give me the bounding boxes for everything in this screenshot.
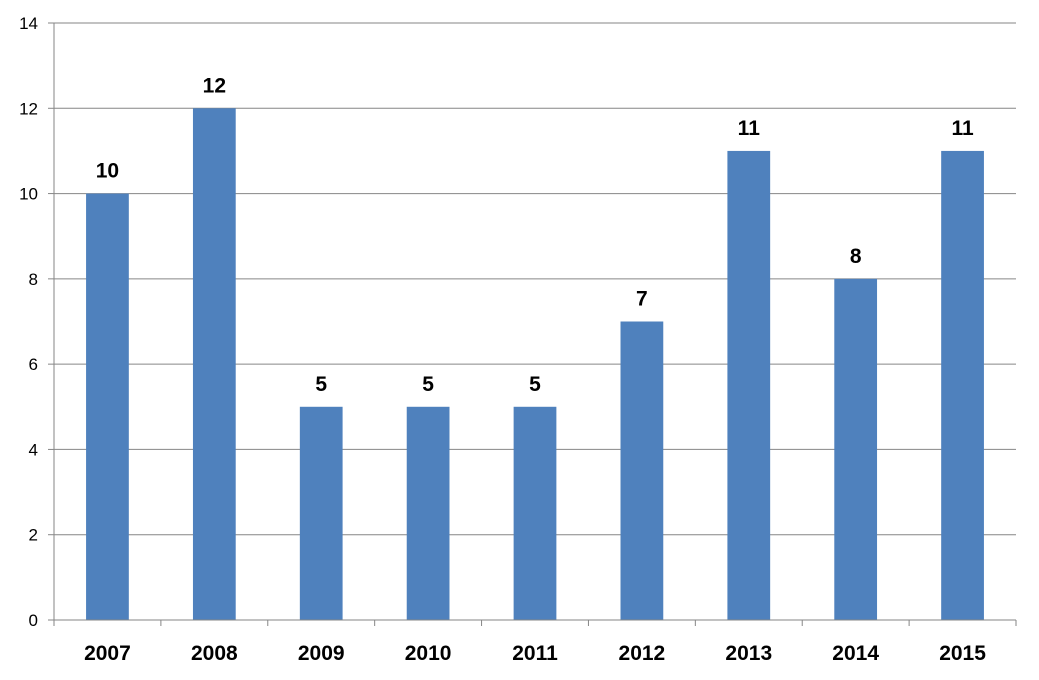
data-labels: 10 12 5 5 5 7 11 8 11 [96,74,974,396]
y-tick-label: 0 [29,611,38,630]
bar-2009 [299,406,343,620]
y-tick-label: 10 [19,185,38,204]
bar-2010 [406,406,450,620]
data-label: 10 [96,160,119,183]
x-tick-label: 2011 [512,642,558,665]
data-label: 5 [315,373,327,396]
data-label: 12 [203,74,226,97]
axes [48,23,1016,621]
y-tick-label: 6 [29,355,38,374]
bar-2014 [834,278,878,620]
data-label: 5 [529,373,541,396]
bar-2015 [941,150,984,620]
x-tick-label: 2008 [191,642,238,665]
bar-2007 [86,193,129,621]
y-tick-label: 8 [29,270,38,289]
bar-2008 [192,108,236,621]
y-tick-label: 2 [29,526,38,545]
data-label: 11 [738,117,761,140]
y-axis-ticks: 0 2 4 6 8 10 12 14 [19,14,54,630]
data-label: 11 [951,117,974,140]
bar-2011 [513,406,557,620]
y-tick-label: 14 [19,14,38,33]
data-label: 7 [636,288,648,311]
y-tick-label: 12 [19,99,38,118]
bar-2013 [727,150,771,620]
x-tick-label: 2015 [939,642,986,665]
x-tick-label: 2009 [298,642,345,665]
data-label: 5 [422,373,434,396]
x-axis-ticks: 2007 2008 2009 2010 2011 2012 2013 2014 2015 [53,620,1017,665]
x-tick-label: 2014 [832,642,879,665]
bars [86,108,984,621]
x-tick-label: 2013 [725,642,772,665]
x-tick-label: 2012 [619,642,666,665]
bar-2012 [620,321,664,620]
x-tick-label: 2010 [405,642,452,665]
x-tick-label: 2007 [84,642,131,665]
data-label: 8 [850,245,862,268]
y-tick-label: 4 [29,440,38,459]
